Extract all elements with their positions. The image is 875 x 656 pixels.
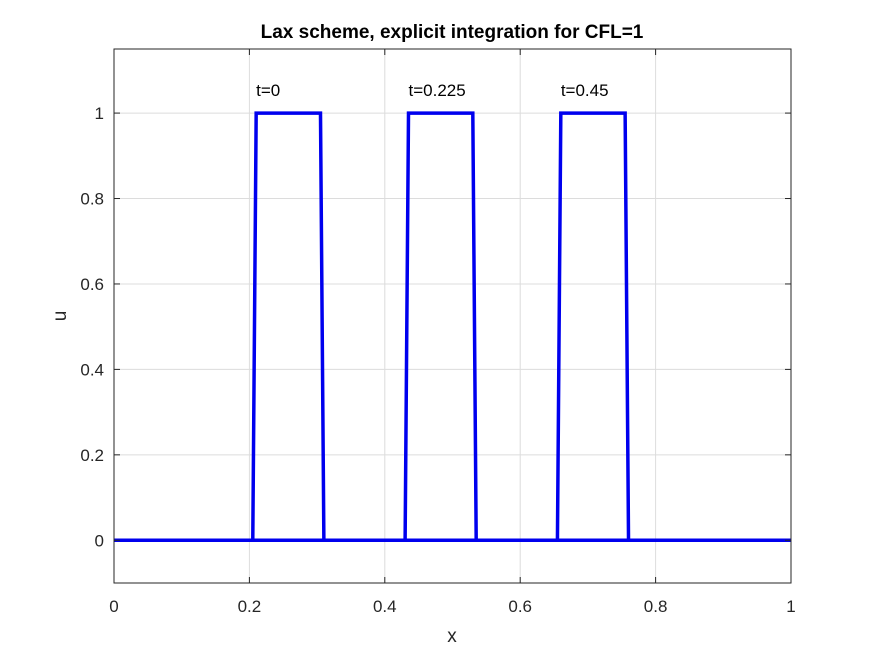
y-tick-label: 0.4: [80, 360, 104, 379]
x-tick-label: 0.4: [373, 597, 397, 616]
annotation-label: t=0.225: [408, 81, 465, 100]
ticks: 0 0.2 0.4 0.6 0.8 1 0 0.2 0.4 0.6 0.8 1: [80, 49, 796, 616]
y-tick-label: 0: [95, 531, 104, 550]
annotation-label: t=0: [256, 81, 280, 100]
x-tick-label: 0.2: [238, 597, 262, 616]
y-tick-label: 0.8: [80, 190, 104, 209]
plot-background: [114, 49, 791, 583]
x-axis-title: x: [447, 626, 457, 647]
plot-frame: [113, 48, 792, 584]
y-tick-label: 0.2: [80, 446, 104, 465]
series-group: [114, 111, 791, 543]
chart-title: Lax scheme, explicit integration for CFL…: [261, 22, 644, 43]
x-tick-label: 0.6: [508, 597, 532, 616]
x-tick-label: 0: [109, 597, 118, 616]
series-line-3: [114, 111, 791, 543]
annotation-label: t=0.45: [561, 81, 609, 100]
annotations: t=0 t=0.225 t=0.45: [256, 81, 608, 100]
y-tick-label: 0.6: [80, 275, 104, 294]
x-tick-label: 0.8: [644, 597, 668, 616]
y-axis-title: u: [50, 311, 71, 322]
y-tick-label: 1: [95, 104, 104, 123]
x-tick-label: 1: [786, 597, 795, 616]
